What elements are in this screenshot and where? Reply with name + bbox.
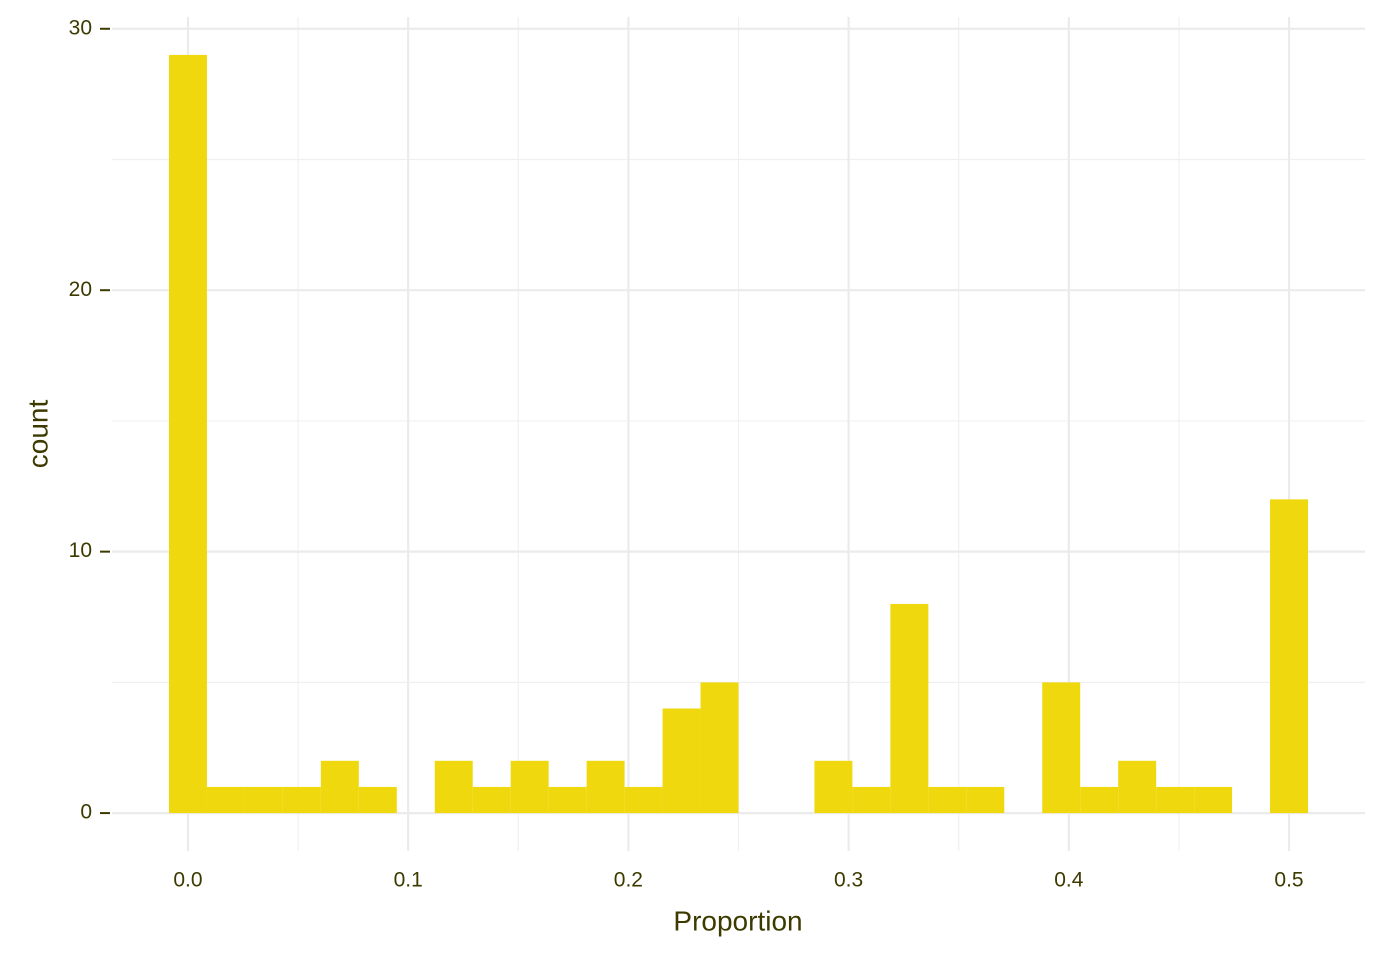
bar	[1080, 786, 1119, 814]
bar	[814, 760, 853, 814]
bar	[1156, 786, 1195, 814]
x-tick-label: 0.3	[834, 869, 863, 892]
x-tick-label: 0.2	[614, 869, 643, 892]
bar	[1194, 786, 1233, 814]
bar	[928, 786, 967, 814]
bar	[358, 786, 397, 814]
bar	[624, 786, 663, 814]
x-tick-label: 0.4	[1054, 869, 1084, 892]
y-tick-label: 20	[69, 278, 92, 301]
bar	[852, 786, 891, 814]
x-tick-label: 0.1	[394, 869, 423, 892]
bar	[966, 786, 1005, 814]
y-tick-label: 0	[80, 801, 92, 824]
bar	[1042, 682, 1081, 814]
bar	[244, 786, 283, 814]
x-axis-title: Proportion	[673, 905, 802, 936]
bar	[320, 760, 359, 814]
bar	[548, 786, 587, 814]
bar	[662, 708, 701, 814]
y-axis-title: count	[22, 400, 53, 469]
bar	[206, 786, 245, 814]
bar	[1118, 760, 1157, 814]
bar	[700, 682, 739, 814]
bar	[890, 603, 929, 814]
bar	[1270, 499, 1309, 814]
bar	[282, 786, 321, 814]
bar	[510, 760, 549, 814]
bar	[472, 786, 511, 814]
bar	[168, 54, 207, 814]
x-tick-label: 0.0	[173, 869, 202, 892]
y-tick-label: 30	[69, 16, 92, 39]
x-tick-label: 0.5	[1274, 869, 1303, 892]
y-tick-label: 10	[69, 539, 92, 562]
bar	[586, 760, 625, 814]
bar	[434, 760, 473, 814]
